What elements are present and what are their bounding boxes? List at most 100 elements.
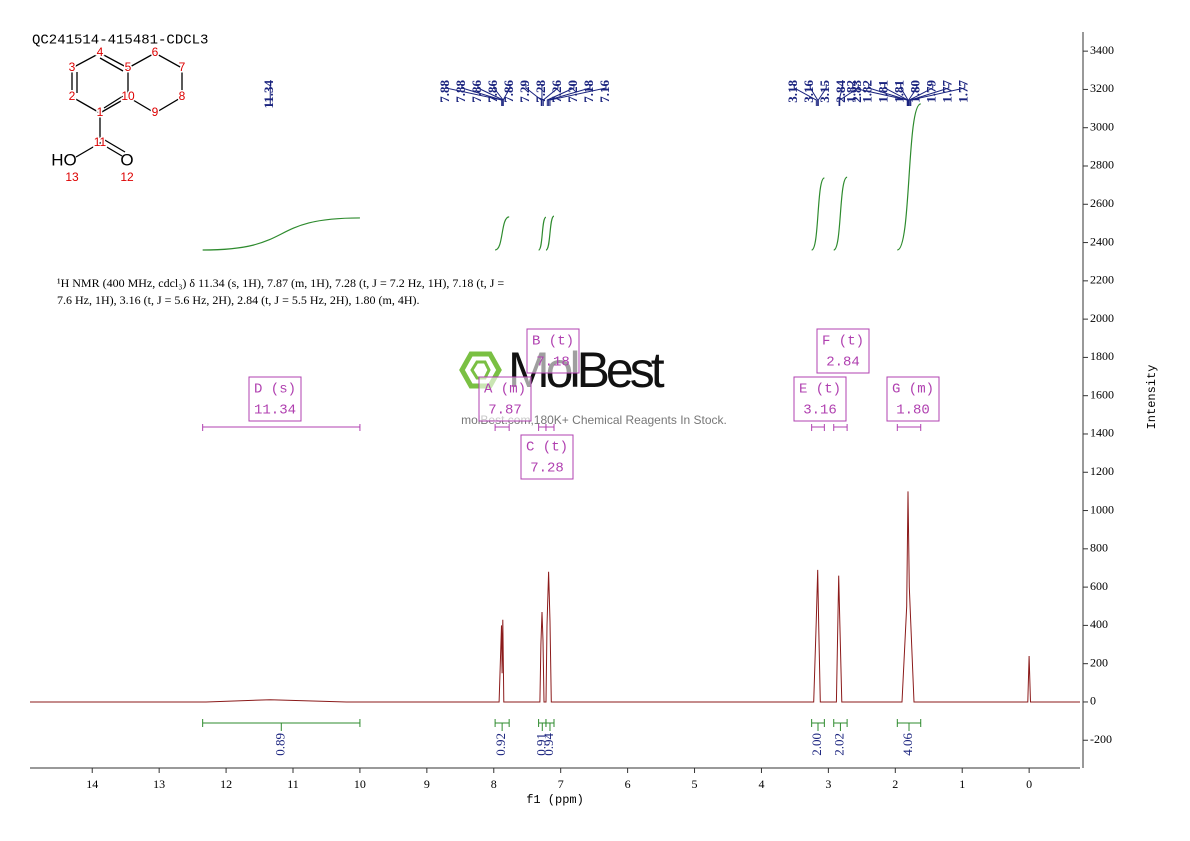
- multiplet-range: [545, 424, 555, 431]
- y-tick-label: 3000: [1090, 119, 1114, 133]
- peak-label: 3.18: [785, 80, 800, 103]
- peak-label: 7.28: [533, 80, 548, 103]
- peak-leader: [900, 84, 909, 106]
- peak-label: 7.88: [453, 80, 468, 103]
- multiplet-range: [833, 424, 848, 431]
- atom-number: 7: [179, 60, 186, 74]
- nmr-description: 7.6 Hz, 1H), 3.16 (t, J = 5.6 Hz, 2H), 2…: [57, 293, 420, 307]
- y-tick-label: 1600: [1090, 387, 1114, 401]
- peak-leader: [548, 84, 591, 106]
- watermark-logo: [459, 351, 502, 389]
- multiplet-shift: 11.34: [254, 403, 296, 419]
- atom-number: 10: [121, 89, 135, 103]
- multiplet-name: D (s): [254, 382, 296, 398]
- multiplet-range: [811, 424, 825, 431]
- peak-label: 7.20: [565, 80, 580, 103]
- peak-label: 1.81: [892, 80, 907, 103]
- integral-label: 0.92: [493, 733, 508, 756]
- multiplet-box: [886, 376, 940, 422]
- peak-leader: [908, 84, 918, 106]
- multiplet-shift: 7.18: [536, 355, 570, 371]
- peak-leader: [817, 84, 827, 106]
- peak-label: 1.82: [860, 80, 875, 103]
- peak-label: 7.29: [517, 80, 532, 103]
- atom-number: 11: [94, 135, 107, 149]
- integral-label: 2.02: [831, 733, 846, 756]
- peak-leader: [809, 84, 819, 106]
- peak-label: 1.82: [844, 80, 859, 103]
- atom-number: 4: [97, 45, 104, 59]
- x-tick-label: 7: [558, 777, 564, 791]
- multiplet-box: [816, 328, 870, 374]
- y-axis-label: Intensity: [1145, 365, 1159, 430]
- atom-number: 1: [97, 105, 104, 119]
- peak-leader: [868, 84, 908, 106]
- y-tick-label: 2400: [1090, 234, 1114, 248]
- x-tick-label: 4: [758, 777, 764, 791]
- peak-label: 7.18: [581, 80, 596, 103]
- x-tick-label: 14: [86, 777, 98, 791]
- peak-leader: [908, 84, 934, 106]
- x-tick-label: 11: [287, 777, 299, 791]
- multiplet-name: B (t): [532, 334, 574, 350]
- multiplet-shift: 7.28: [530, 461, 564, 477]
- atom-number: 13: [65, 170, 79, 184]
- peak-leader: [838, 84, 843, 106]
- y-tick-label: 0: [1090, 694, 1096, 708]
- x-tick-label: 1: [959, 777, 965, 791]
- y-tick-label: 200: [1090, 655, 1108, 669]
- y-tick-label: 2000: [1090, 311, 1114, 325]
- y-tick-label: 1200: [1090, 464, 1114, 478]
- structure-bonds: [71, 52, 183, 158]
- nmr-description: ¹H NMR (400 MHz, cdcl₃) δ 11.34 (s, 1H),…: [57, 276, 504, 290]
- peak-label: 7.16: [597, 80, 612, 103]
- atom-number: 2: [69, 89, 76, 103]
- multiplet-box: [478, 376, 532, 422]
- peak-leader: [542, 84, 559, 106]
- x-tick-label: 2: [892, 777, 898, 791]
- atom-number: 9: [152, 105, 159, 119]
- integral-curve: [494, 216, 510, 251]
- y-tick-label: 2800: [1090, 158, 1114, 172]
- y-tick-label: 400: [1090, 617, 1108, 631]
- peak-label: 1.77: [940, 80, 955, 103]
- atom-number: 3: [69, 60, 76, 74]
- integral-label: 0.94: [541, 733, 556, 756]
- x-tick-label: 0: [1026, 777, 1032, 791]
- peak-leader: [910, 84, 966, 106]
- multiplet-shift: 3.16: [803, 403, 837, 419]
- peak-label: 1.79: [924, 80, 939, 103]
- peak-leader: [839, 84, 859, 106]
- multiplet-range: [494, 424, 510, 431]
- integral-curve: [202, 217, 360, 251]
- integral-curve: [538, 216, 547, 251]
- x-tick-label: 13: [153, 777, 165, 791]
- multiplet-box: [520, 434, 574, 480]
- peak-leader: [549, 84, 607, 106]
- multiplet-shift: 1.80: [896, 403, 930, 419]
- x-tick-label: 9: [424, 777, 430, 791]
- x-tick-label: 8: [491, 777, 497, 791]
- integral-label: 2.00: [809, 733, 824, 756]
- x-tick-label: 10: [354, 777, 366, 791]
- peak-leader: [546, 84, 575, 106]
- peak-leader: [525, 84, 542, 106]
- peak-label: 3.16: [801, 80, 816, 103]
- integral-curve: [833, 176, 848, 251]
- y-tick-label: 2200: [1090, 273, 1114, 287]
- peak-label: 7.86: [469, 80, 484, 103]
- y-tick-label: 3200: [1090, 81, 1114, 95]
- multiplet-shift: 2.84: [826, 355, 860, 371]
- integral-curve: [545, 215, 555, 251]
- y-tick-label: 600: [1090, 579, 1108, 593]
- y-tick-label: 1000: [1090, 502, 1114, 516]
- multiplet-name: E (t): [799, 382, 841, 398]
- multiplet-box: [526, 328, 580, 374]
- atom-number: 5: [125, 60, 132, 74]
- multiplet-shift: 7.87: [488, 403, 522, 419]
- y-tick-label: 800: [1090, 541, 1108, 555]
- atom-number: 12: [120, 170, 134, 184]
- x-tick-label: 3: [825, 777, 831, 791]
- multiplet-name: G (m): [892, 382, 934, 398]
